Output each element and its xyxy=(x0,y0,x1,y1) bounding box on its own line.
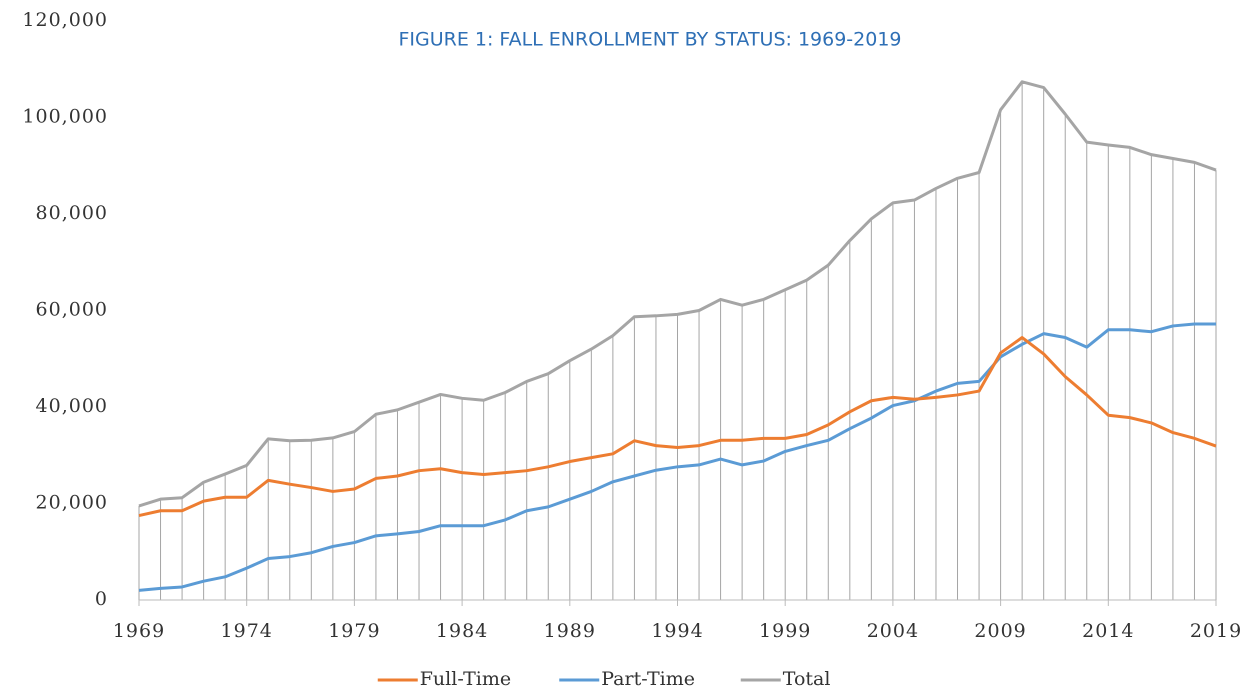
x-tick-label: 1969 xyxy=(113,620,165,642)
x-tick-label: 1974 xyxy=(221,620,273,642)
y-tick-label: 100,000 xyxy=(22,106,108,128)
legend-label: Part-Time xyxy=(601,668,695,690)
legend-label: Total xyxy=(783,668,831,690)
y-tick-label: 80,000 xyxy=(36,202,108,224)
y-tick-label: 120,000 xyxy=(22,9,108,31)
x-tick-label: 2009 xyxy=(974,620,1026,642)
y-tick-label: 20,000 xyxy=(36,492,108,514)
x-tick-label: 1979 xyxy=(328,620,380,642)
y-tick-label: 40,000 xyxy=(36,395,108,417)
x-tick-label: 1984 xyxy=(436,620,488,642)
legend-label: Full-Time xyxy=(420,668,511,690)
series-line xyxy=(138,322,1216,592)
series-line xyxy=(138,336,1217,518)
x-tick-label: 1989 xyxy=(544,620,596,642)
series-line xyxy=(138,80,1217,508)
chart-title: FIGURE 1: FALL ENROLLMENT BY STATUS: 196… xyxy=(398,29,901,51)
x-tick-label: 1994 xyxy=(651,620,703,642)
x-tick-label: 2004 xyxy=(867,620,919,642)
y-tick-label: 60,000 xyxy=(36,299,108,321)
x-tick-label: 2014 xyxy=(1082,620,1134,642)
x-tick-label: 2019 xyxy=(1190,620,1242,642)
y-tick-label: 0 xyxy=(95,588,108,610)
x-tick-label: 1999 xyxy=(759,620,811,642)
